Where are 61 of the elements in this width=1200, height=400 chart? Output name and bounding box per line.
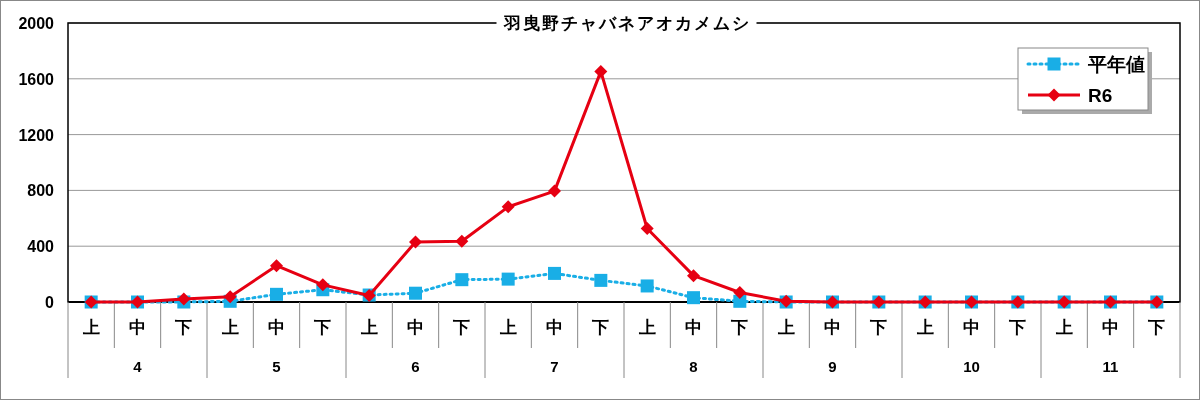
text: 4 xyxy=(133,358,143,375)
x-tick-label: 上 xyxy=(915,318,934,337)
x-tick-label: 上 xyxy=(81,318,100,337)
x-tick-label: 下 xyxy=(591,318,610,337)
y-tick-label: 0 xyxy=(45,294,55,311)
point xyxy=(270,287,283,301)
point xyxy=(687,269,700,283)
x-tick-label: 下 xyxy=(730,318,749,337)
x-tick-label: 上 xyxy=(637,318,656,337)
x-tick-label: 中 xyxy=(1102,318,1119,337)
y-tick-label: 800 xyxy=(27,182,55,200)
point xyxy=(640,221,654,235)
point xyxy=(409,286,422,300)
text: 7 xyxy=(550,358,559,375)
y-tick-label: 2000 xyxy=(18,15,55,32)
point xyxy=(223,290,237,304)
text: 5 xyxy=(272,358,281,375)
point xyxy=(409,235,422,249)
x-tick-label: 下 xyxy=(174,318,193,337)
point xyxy=(501,272,515,286)
legend-label: R6 xyxy=(1088,85,1113,106)
x-tick-label: 下 xyxy=(313,318,332,337)
text: 10 xyxy=(963,358,980,375)
x-tick-label: 下 xyxy=(1008,318,1027,337)
y-tick-label: 400 xyxy=(27,238,55,256)
text: 6 xyxy=(411,358,420,375)
point xyxy=(733,286,747,300)
text: 8 xyxy=(689,358,698,375)
point xyxy=(640,279,654,293)
x-tick-label: 下 xyxy=(869,318,888,337)
text: 9 xyxy=(828,358,837,375)
point xyxy=(733,294,747,308)
x-tick-label: 上 xyxy=(1054,318,1073,337)
y-tick-label: 1200 xyxy=(18,126,55,144)
point xyxy=(594,273,608,287)
x-tick-label: 下 xyxy=(452,318,471,337)
y-tick-label: 1600 xyxy=(18,70,55,88)
point xyxy=(501,200,515,214)
x-tick-label: 中 xyxy=(268,318,285,337)
x-tick-label: 中 xyxy=(963,318,980,337)
x-tick-label: 上 xyxy=(220,318,239,337)
point xyxy=(270,259,283,273)
x-tick-label: 中 xyxy=(685,318,702,337)
x-tick-label: 中 xyxy=(824,318,841,337)
text: 11 xyxy=(1102,358,1119,375)
x-tick-label: 中 xyxy=(407,318,424,337)
point xyxy=(687,291,700,305)
x-tick-label: 中 xyxy=(129,318,146,337)
point xyxy=(455,273,469,287)
legend-label: 平年値 xyxy=(1087,54,1145,75)
x-tick-label: 上 xyxy=(359,318,378,337)
point xyxy=(548,266,561,280)
x-tick-label: 上 xyxy=(498,318,517,337)
point xyxy=(455,234,469,248)
point xyxy=(316,278,330,292)
chart-title: 羽曳野チャバネアオカメムシ xyxy=(502,14,751,33)
x-tick-label: 上 xyxy=(776,318,795,337)
point xyxy=(594,64,608,78)
point xyxy=(548,184,561,198)
x-tick-label: 下 xyxy=(1147,318,1166,337)
x-tick-label: 中 xyxy=(546,318,563,337)
